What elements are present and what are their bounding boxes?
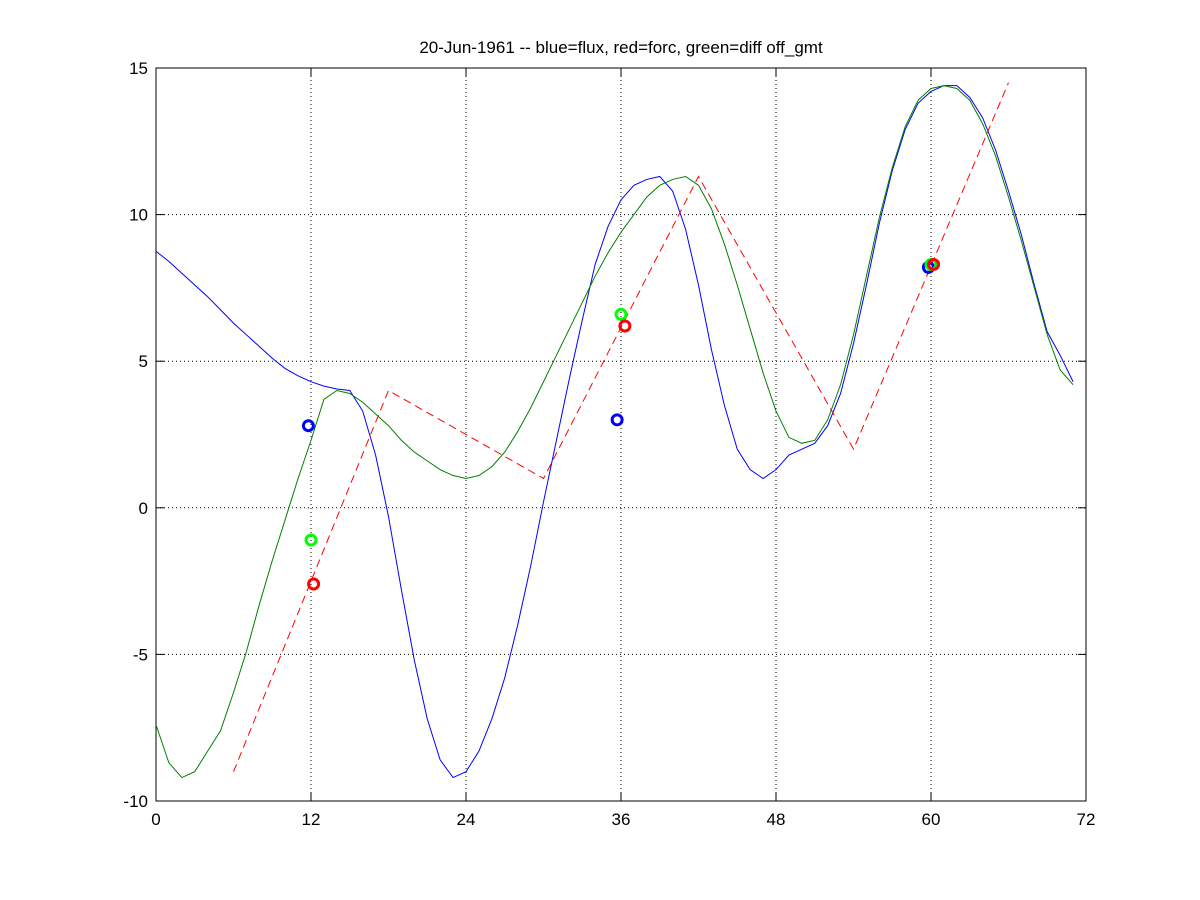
data-point: [301, 419, 315, 433]
x-tick-label: 24: [457, 810, 476, 829]
y-tick-label: 0: [139, 499, 148, 518]
data-point: [927, 257, 941, 271]
data-point: [610, 413, 624, 427]
data-point: [618, 319, 632, 333]
y-tick-label: 10: [129, 206, 148, 225]
x-tick-label: 72: [1077, 810, 1096, 829]
series-line: [155, 85, 1074, 779]
series-line: [155, 85, 1074, 779]
data-point: [307, 577, 321, 591]
x-tick-label: 0: [151, 810, 160, 829]
y-tick-label: 15: [129, 59, 148, 78]
data-point: [304, 533, 318, 547]
y-tick-label: -5: [133, 645, 148, 664]
x-tick-label: 48: [767, 810, 786, 829]
x-tick-label: 36: [612, 810, 631, 829]
plot-area: [156, 68, 1086, 801]
x-tick-label: 12: [302, 810, 321, 829]
axes-box: [155, 67, 1087, 802]
x-tick-label: 60: [922, 810, 941, 829]
y-tick-label: 5: [139, 352, 148, 371]
chart-title: 20-Jun-1961 -- blue=flux, red=forc, gree…: [419, 38, 823, 57]
y-tick-label: -10: [123, 792, 148, 811]
data-point: [614, 307, 628, 321]
